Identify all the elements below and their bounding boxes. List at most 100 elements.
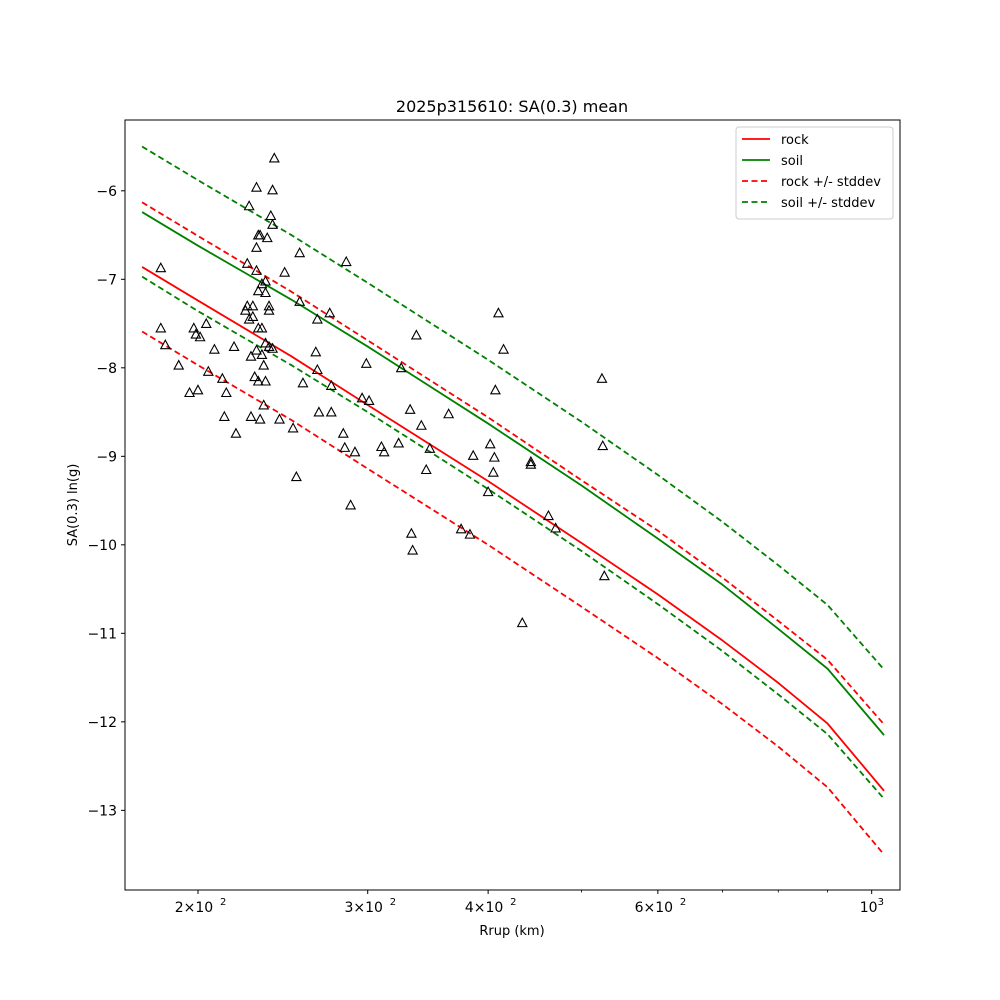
legend-label: rock +/- stddev (781, 175, 881, 190)
observation-point (263, 300, 275, 311)
observation-point (325, 379, 337, 390)
legend: rock soil rock +/- stddev soil +/- stddev (735, 126, 894, 220)
legend-entry: soil +/- stddev (742, 196, 876, 211)
observation-point (337, 427, 349, 438)
observation-point (228, 340, 240, 352)
observation-point (259, 337, 272, 348)
observation-point (250, 264, 263, 275)
observation-point (542, 509, 554, 521)
observation-point (256, 277, 268, 289)
observation-point (404, 403, 416, 414)
x-tick-label-exponent: 2 (510, 897, 516, 908)
observation-point (488, 451, 500, 462)
observation-point (598, 570, 610, 581)
x-tick-label-base: 3×10 (344, 900, 382, 916)
observation-point (208, 343, 220, 354)
observation-point (498, 343, 510, 354)
x-tick-label-exponent: 3 (878, 897, 884, 908)
observation-point (596, 372, 608, 383)
observation-point (216, 372, 228, 383)
y-tick-label: −8 (96, 361, 117, 377)
observation-point (250, 344, 263, 355)
y-tick-label: −9 (96, 449, 117, 465)
observation-point (311, 313, 323, 324)
observation-point (487, 466, 499, 477)
observation-point (349, 446, 361, 457)
x-tick-label-base: 10 (860, 900, 878, 916)
observation-point (310, 346, 322, 357)
observation-point (279, 266, 291, 277)
legend-entry: rock (742, 133, 809, 148)
plot-area-frame (124, 119, 901, 891)
observation-point (516, 616, 528, 628)
x-tick-label: 6×10 2 (635, 897, 687, 916)
legend-box (735, 126, 894, 220)
y-axis-label: SA(0.3) ln(g) (66, 464, 81, 547)
observation-point (202, 365, 214, 376)
observation-point (345, 499, 357, 510)
observation-point (173, 359, 185, 370)
x-tick-label: 4×10 2 (465, 897, 517, 916)
observation-point (287, 422, 299, 433)
observation-point (252, 285, 264, 296)
observation-point (245, 350, 257, 361)
observation-point (311, 363, 323, 375)
x-tick-label-base: 4×10 (465, 900, 503, 916)
x-tick-label-exponent: 2 (390, 897, 396, 908)
observation-point (395, 362, 407, 373)
observation-point (489, 384, 501, 395)
observation-point (247, 300, 259, 311)
observation-point (525, 458, 537, 469)
observation-point (339, 441, 351, 452)
y-tick-label: −7 (96, 272, 117, 288)
observation-point (188, 322, 200, 333)
x-tick-label-exponent: 2 (680, 897, 686, 908)
observation-point (420, 463, 432, 475)
series-line-4 (141, 145, 885, 671)
series-line-3 (141, 330, 885, 856)
y-tick-label: −6 (96, 184, 117, 200)
observation-point (405, 527, 417, 538)
y-tick-label: −10 (87, 538, 117, 554)
observation-point (294, 295, 306, 306)
observation-point (268, 152, 280, 163)
observation-point (340, 255, 352, 267)
observation-point (254, 413, 266, 424)
observation-point (313, 406, 325, 417)
x-tick-label-exponent: 2 (220, 897, 226, 908)
observation-point (155, 322, 167, 333)
observation-point (482, 485, 494, 497)
observation-point (254, 229, 266, 240)
legend-label: rock (781, 133, 809, 148)
x-tick-label-base: 6×10 (635, 900, 673, 916)
y-tick-label: −13 (87, 803, 117, 819)
observation-point (273, 413, 286, 424)
observation-point (200, 317, 212, 329)
series-line-2 (141, 201, 885, 726)
observation-point (256, 348, 268, 359)
observation-point (492, 307, 504, 318)
observation-point (218, 410, 230, 421)
observation-point (258, 359, 270, 370)
series-line-0 (141, 266, 885, 792)
observation-point (241, 257, 253, 268)
observation-point (356, 392, 368, 403)
legend-label: soil +/- stddev (781, 196, 876, 211)
observation-point (290, 470, 302, 482)
observation-point (261, 231, 273, 243)
x-tick-label: 3×10 2 (344, 897, 396, 916)
observation-point (484, 438, 496, 449)
observation-point (192, 384, 204, 395)
observation-point (250, 181, 263, 192)
observation-point (297, 377, 309, 388)
observation-point (245, 410, 257, 421)
x-axis-label: Rrup (km) (479, 924, 544, 939)
legend-entry: rock +/- stddev (742, 175, 881, 190)
observation-point (410, 329, 422, 340)
observation-point (230, 427, 242, 438)
observation-point (267, 218, 279, 229)
x-tick-label-base: 2×10 (175, 900, 213, 916)
legend-entry: soil (742, 154, 803, 169)
observation-point (267, 342, 279, 353)
